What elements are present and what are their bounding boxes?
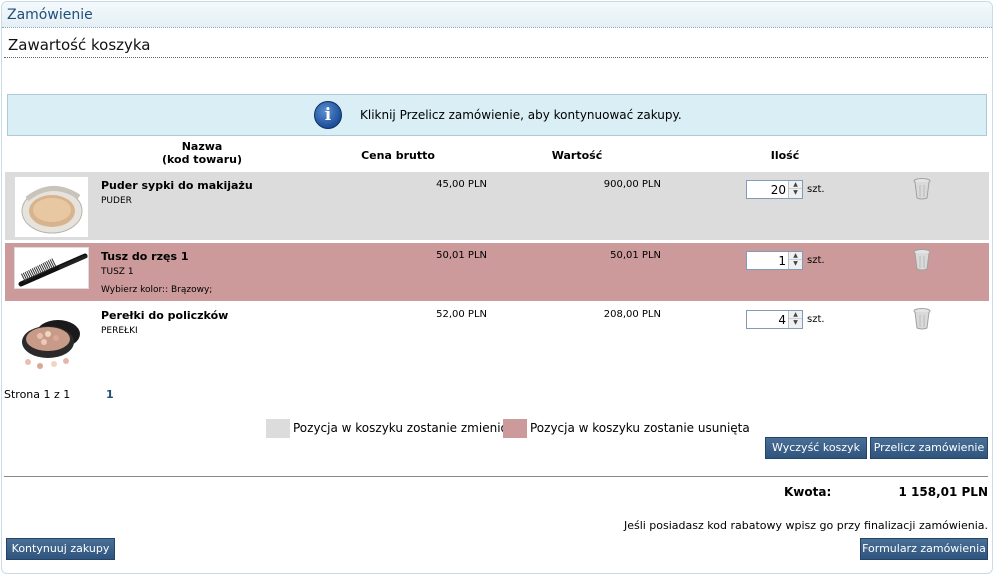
discount-note: Jeśli posiadasz kod rabatowy wpisz go pr…	[623, 519, 988, 532]
unit-label: szt.	[807, 255, 825, 266]
product-code: PUDER	[101, 196, 132, 206]
blush-pearls-icon[interactable]	[14, 306, 89, 372]
trash-icon[interactable]	[912, 249, 932, 271]
continue-shopping-button[interactable]: Kontynuuj zakupy	[6, 538, 115, 560]
mascara-brush-icon[interactable]	[14, 247, 89, 289]
total-label: Kwota:	[784, 485, 832, 499]
quantity-input[interactable]	[747, 181, 788, 198]
spin-buttons[interactable]: ▲ ▼	[788, 181, 802, 198]
cart-row: Tusz do rzęs 1 TUSZ 1 Wybierz kolor:: Br…	[5, 243, 989, 301]
spin-buttons[interactable]: ▲ ▼	[788, 311, 802, 328]
window-titlebar: Zamówienie	[2, 2, 992, 28]
divider	[4, 57, 988, 58]
order-form-button[interactable]: Formularz zamówienia	[860, 538, 988, 560]
column-header-name-line2: (kod towaru)	[162, 153, 242, 166]
chevron-down-icon[interactable]: ▼	[793, 319, 798, 326]
trash-icon[interactable]	[912, 178, 932, 200]
product-price: 50,01 PLN	[436, 250, 487, 261]
product-name[interactable]: Perełki do policzków	[101, 309, 229, 322]
page-title: Zawartość koszyka	[8, 36, 151, 54]
quantity-input[interactable]	[747, 252, 788, 269]
product-code: TUSZ 1	[101, 267, 134, 277]
product-code: PEREŁKI	[101, 326, 138, 336]
info-icon: i	[314, 101, 342, 129]
cart-row: Puder sypki do makijażu PUDER 45,00 PLN …	[5, 172, 989, 240]
column-header-name-line1: Nazwa	[181, 140, 223, 153]
page-link[interactable]: 1	[106, 388, 114, 401]
info-message-box: i Kliknij Przelicz zamówienie, aby konty…	[7, 94, 987, 136]
legend-removed: Pozycja w koszyku zostanie usunięta	[530, 421, 750, 435]
chevron-down-icon[interactable]: ▼	[793, 260, 798, 267]
column-header-qty: Ilość	[770, 149, 800, 162]
product-value: 900,00 PLN	[603, 179, 661, 190]
legend-changed: Pozycja w koszyku zostanie zmieniona	[293, 421, 523, 435]
product-price: 45,00 PLN	[436, 179, 487, 190]
legend-swatch-changed	[266, 419, 290, 438]
total-value: 1 158,01 PLN	[898, 485, 989, 499]
powder-compact-icon[interactable]	[14, 176, 89, 238]
divider	[4, 476, 988, 477]
product-value: 50,01 PLN	[610, 250, 661, 261]
quantity-stepper[interactable]: ▲ ▼	[746, 310, 803, 329]
unit-label: szt.	[807, 184, 825, 195]
clear-cart-button[interactable]: Wyczyść koszyk	[765, 437, 867, 459]
spin-buttons[interactable]: ▲ ▼	[788, 252, 802, 269]
recalculate-button[interactable]: Przelicz zamówienie	[870, 437, 988, 459]
window-title: Zamówienie	[7, 7, 93, 23]
column-header-value: Wartość	[551, 149, 603, 162]
chevron-down-icon[interactable]: ▼	[793, 189, 798, 196]
product-name[interactable]: Puder sypki do makijażu	[101, 179, 253, 192]
cart-row: Perełki do policzków PEREŁKI 52,00 PLN 2…	[5, 302, 989, 374]
unit-label: szt.	[807, 314, 825, 325]
legend-swatch-removed	[503, 419, 527, 438]
trash-icon[interactable]	[912, 308, 932, 330]
chevron-up-icon[interactable]: ▲	[789, 311, 802, 319]
product-price: 52,00 PLN	[436, 309, 487, 320]
column-header-name: Nazwa (kod towaru)	[152, 140, 252, 166]
quantity-input[interactable]	[747, 311, 788, 328]
pager-label: Strona 1 z 1	[4, 388, 71, 401]
quantity-stepper[interactable]: ▲ ▼	[746, 180, 803, 199]
chevron-up-icon[interactable]: ▲	[789, 252, 802, 260]
product-name[interactable]: Tusz do rzęs 1	[101, 250, 189, 263]
info-message: Kliknij Przelicz zamówienie, aby kontynu…	[360, 108, 682, 122]
column-header-price: Cena brutto	[361, 149, 435, 162]
product-value: 208,00 PLN	[603, 309, 661, 320]
chevron-up-icon[interactable]: ▲	[789, 181, 802, 189]
quantity-stepper[interactable]: ▲ ▼	[746, 251, 803, 270]
product-option: Wybierz kolor:: Brązowy;	[101, 285, 213, 295]
